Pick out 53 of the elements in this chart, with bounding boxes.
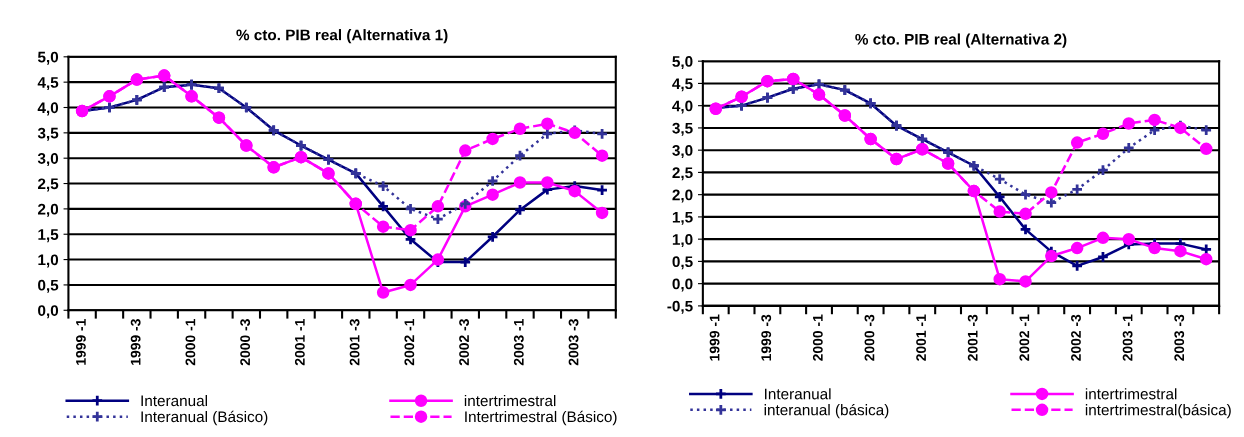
y-tick-label: 0,5 (672, 256, 693, 270)
x-tick-label: 2001 -3 (967, 314, 978, 361)
x-tick-label: 1999 -1 (709, 314, 720, 361)
y-tick-label: 3,0 (672, 145, 693, 159)
y-tick-label: 1,0 (38, 254, 59, 268)
legend-label: intertrimestral (1085, 388, 1177, 400)
y-tick-label: -0,5 (667, 300, 693, 314)
x-tick-label: 1999 -3 (130, 319, 141, 365)
y-tick-label: 2,5 (672, 167, 693, 181)
x-tick-label: 2001 -3 (349, 319, 360, 366)
x-tick-label: 2003 -1 (1122, 314, 1133, 361)
y-tick-label: 3,0 (37, 153, 59, 167)
y-tick-label: 5,0 (37, 51, 59, 65)
x-tick-label: 2000 -3 (240, 319, 251, 366)
y-tick-label: 4,5 (37, 77, 59, 91)
x-tick-label: 2002 -3 (1071, 314, 1081, 361)
y-tick-label: 3,5 (672, 122, 693, 136)
legend-label: intertrimestral(básica) (1085, 403, 1231, 419)
x-tick-label: 2002 -1 (1019, 314, 1030, 361)
x-tick-label: 2003 -3 (1174, 314, 1185, 361)
legend-label: interanual (básica) (764, 403, 889, 419)
y-tick-label: 2,5 (37, 178, 59, 192)
y-tick-label: 3,5 (37, 127, 59, 141)
y-tick-label: 4,0 (37, 102, 59, 116)
y-tick-label: 4,0 (672, 100, 693, 114)
chart-title: % cto. PIB real (Alternativa 2) (855, 33, 1067, 48)
x-tick-label: 2000 -1 (185, 318, 196, 366)
y-tick-label: 1,5 (672, 211, 693, 225)
x-tick-label: 2003 -3 (568, 319, 579, 366)
y-tick-label: 0,5 (38, 279, 59, 293)
y-tick-label: 1,0 (672, 234, 693, 248)
y-tick-label: 0,0 (38, 305, 59, 319)
x-tick-label: 2001 -1 (916, 314, 926, 361)
y-tick-label: 5,0 (672, 56, 693, 70)
y-tick-label: 2,0 (37, 203, 59, 217)
x-tick-label: 1999 -3 (761, 314, 772, 361)
legend-label: Interanual (141, 394, 207, 407)
x-tick-label: 2003 -1 (513, 318, 524, 366)
legend-label: Interanual (765, 388, 831, 400)
x-tick-label: 2002 -3 (459, 319, 469, 366)
chart-title: % cto. PIB real (Alternativa 1) (236, 29, 448, 44)
legend-label: Intertrimestral (Básico) (465, 410, 617, 426)
x-tick-label: 1999 -1 (76, 318, 86, 365)
y-tick-label: 2,0 (672, 189, 693, 203)
y-tick-label: 0,0 (672, 278, 693, 292)
y-tick-label: 4,5 (672, 78, 693, 92)
y-tick-label: 1,5 (38, 229, 59, 243)
x-tick-label: 2000 -1 (812, 314, 823, 361)
x-tick-label: 2000 -3 (864, 314, 875, 361)
legend-label: Interanual (Básico) (141, 410, 268, 426)
legend-label: intertrimestral (464, 394, 556, 407)
x-tick-label: 2001 -1 (294, 318, 305, 366)
x-tick-label: 2002 -1 (404, 318, 415, 366)
